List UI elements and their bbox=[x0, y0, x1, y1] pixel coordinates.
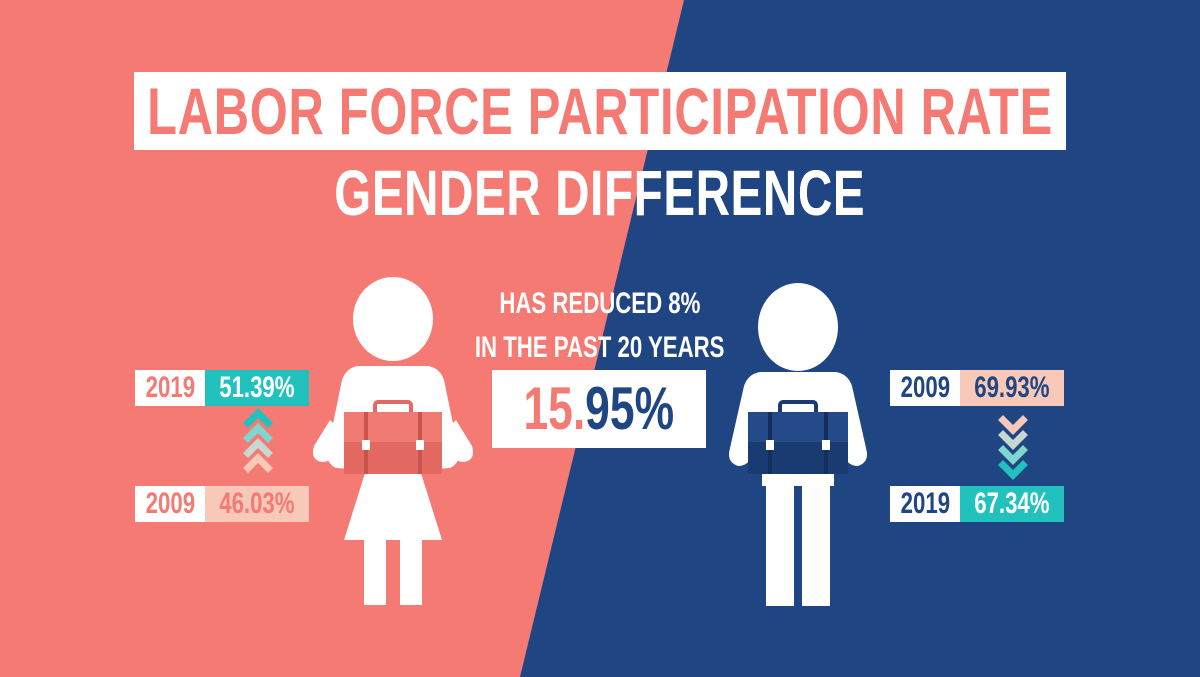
reduction-note-line2: IN THE PAST 20 YEARS bbox=[475, 331, 725, 364]
year-label: 2019 bbox=[135, 370, 205, 406]
rate-value: 67.34% bbox=[960, 486, 1064, 522]
page-title: LABOR FORCE PARTICIPATION RATE bbox=[147, 74, 1053, 148]
gender-difference-value: 15.95% bbox=[523, 375, 675, 442]
briefcase-icon bbox=[344, 400, 442, 474]
title-banner: LABOR FORCE PARTICIPATION RATE bbox=[134, 72, 1066, 150]
year-label: 2019 bbox=[890, 486, 960, 522]
men-stat-2009: 2009 69.93% bbox=[890, 370, 1064, 406]
reduction-note-line1: HAS REDUCED 8% bbox=[499, 287, 701, 320]
year-label: 2009 bbox=[135, 486, 205, 522]
page-subtitle: GENDER DIFFERENCE bbox=[334, 157, 866, 229]
subtitle-row: GENDER DIFFERENCE bbox=[134, 155, 1066, 231]
year-label: 2009 bbox=[890, 370, 960, 406]
rate-value: 69.93% bbox=[960, 370, 1064, 406]
gender-difference-badge: 15.95% bbox=[492, 370, 706, 448]
women-stat-2019: 2019 51.39% bbox=[135, 370, 309, 406]
men-stat-2019: 2019 67.34% bbox=[890, 486, 1064, 522]
rate-value: 46.03% bbox=[205, 486, 309, 522]
briefcase-icon bbox=[748, 400, 848, 474]
rate-value: 51.39% bbox=[205, 370, 309, 406]
women-stat-2009: 2009 46.03% bbox=[135, 486, 309, 522]
